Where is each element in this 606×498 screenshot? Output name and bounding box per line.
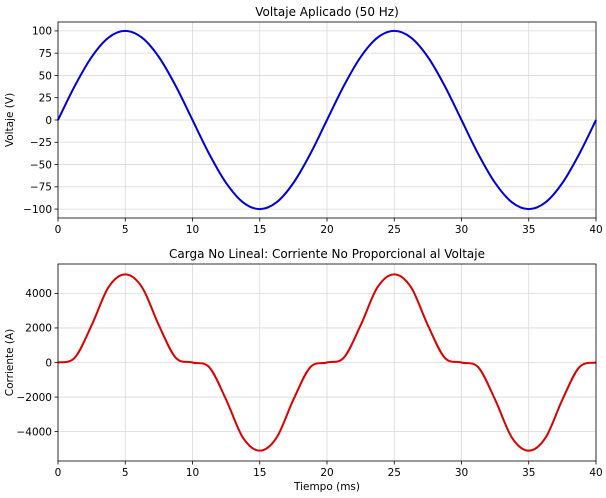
current-series-line — [57, 273, 597, 452]
voltage-series-line — [57, 29, 597, 211]
current-chart: 0 5 10 15 20 25 30 35 40 4000 2000 0 −2000 −4000 Carga… — [4, 247, 603, 493]
current-chart-title: Carga No Lineal: Corriente No Proporcion… — [169, 247, 485, 261]
voltage-x-tick-label: 10 — [186, 224, 199, 236]
current-y-tick-label: −2000 — [16, 392, 52, 404]
voltage-x-tick-label: 40 — [589, 224, 602, 236]
voltage-chart-title: Voltaje Aplicado (50 Hz) — [255, 5, 399, 19]
voltage-y-tick-label: 50 — [39, 70, 52, 82]
voltage-y-tick-label: 25 — [39, 93, 52, 105]
current-x-tick-label: 0 — [55, 467, 62, 479]
voltage-y-tick-label: −50 — [30, 159, 52, 171]
current-x-tick-label: 5 — [122, 467, 129, 479]
voltage-chart: 0 5 10 15 20 25 30 35 40 100 75 50 25 0 −25 −50 −75 −100 V… — [4, 5, 603, 236]
current-x-tick-label: 30 — [455, 467, 468, 479]
current-x-tick-label: 15 — [253, 467, 266, 479]
voltage-x-tick-label: 30 — [455, 224, 468, 236]
voltage-y-tick-label: 0 — [45, 115, 52, 127]
current-x-tick-label: 35 — [522, 467, 535, 479]
voltage-y-axis-label: Voltaje (V) — [4, 93, 16, 147]
current-y-tick-label: 0 — [45, 357, 52, 369]
current-x-tick-label: 20 — [320, 467, 333, 479]
current-y-axis-label: Corriente (A) — [4, 329, 16, 397]
current-x-tick-label: 40 — [589, 467, 602, 479]
voltage-y-tick-label: 75 — [39, 48, 52, 60]
voltage-x-tick-label: 25 — [388, 224, 401, 236]
current-x-tick-label: 10 — [186, 467, 199, 479]
current-y-tick-label: 2000 — [25, 323, 52, 335]
voltage-x-tick-label: 5 — [122, 224, 129, 236]
voltage-y-tick-label: −100 — [23, 204, 52, 216]
current-x-axis-label: Tiempo (ms) — [293, 481, 360, 493]
current-x-tick-label: 25 — [388, 467, 401, 479]
voltage-y-tick-label: −75 — [30, 182, 52, 194]
voltage-x-tick-label: 20 — [320, 224, 333, 236]
voltage-y-tick-label: 100 — [32, 26, 52, 38]
current-y-tick-label: 4000 — [25, 288, 52, 300]
voltage-x-tick-label: 15 — [253, 224, 266, 236]
voltage-x-tick-label: 0 — [55, 224, 62, 236]
current-y-tick-label: −4000 — [16, 426, 52, 438]
voltage-x-tick-label: 35 — [522, 224, 535, 236]
voltage-y-tick-label: −25 — [30, 137, 52, 149]
